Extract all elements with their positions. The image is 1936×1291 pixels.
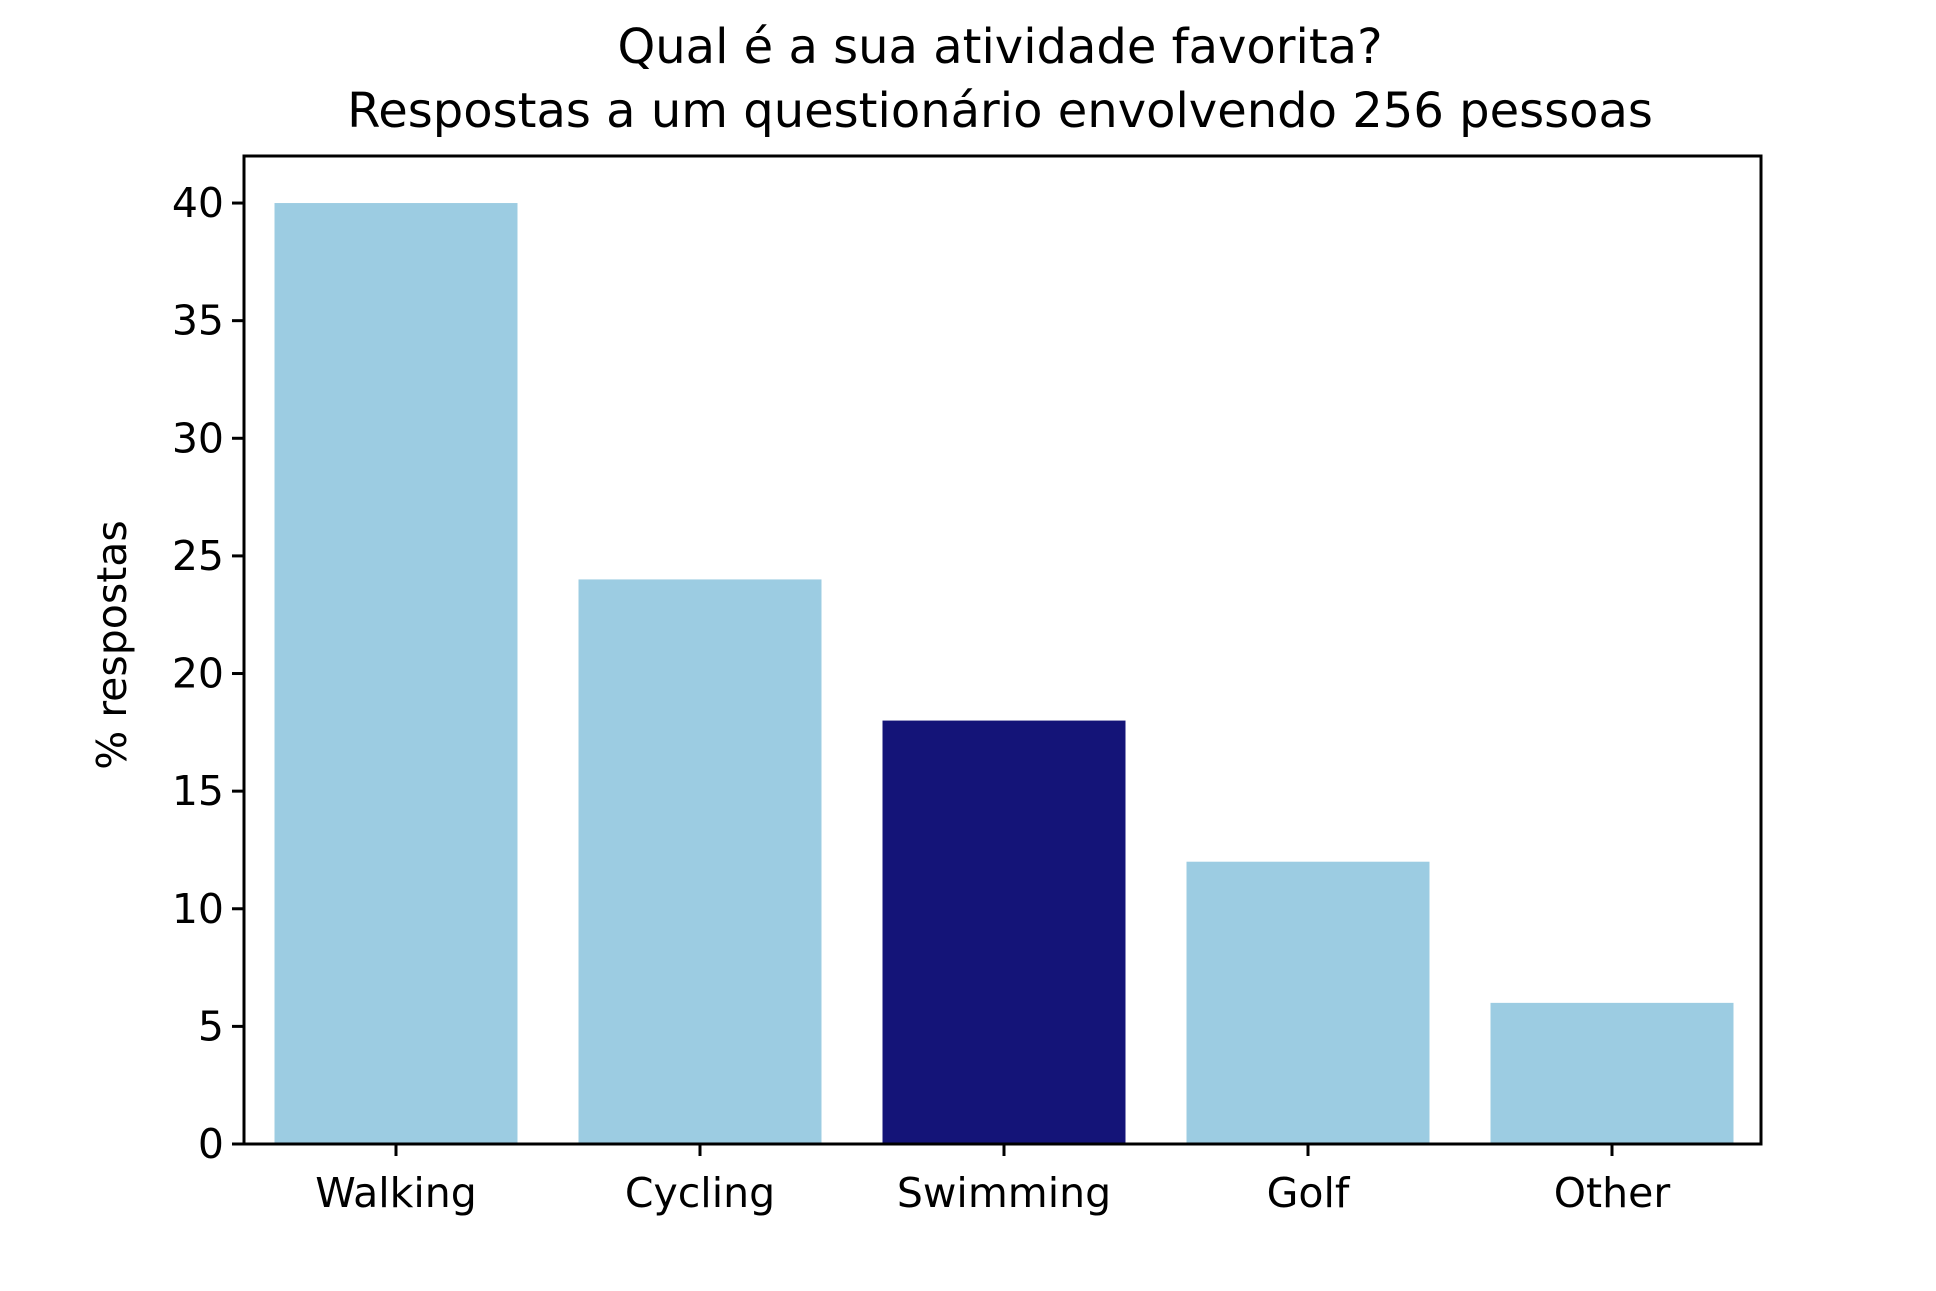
bars-layer xyxy=(274,203,1734,1145)
x-tick-label: Golf xyxy=(1267,1169,1351,1217)
bar-walking xyxy=(274,203,518,1145)
y-tick-label: 30 xyxy=(172,414,224,462)
y-tick-label: 5 xyxy=(198,1002,224,1050)
x-tick-label: Walking xyxy=(315,1169,477,1217)
chart-title: Qual é a sua atividade favorita? xyxy=(617,19,1382,75)
bar-cycling xyxy=(578,579,822,1144)
y-tick-label: 40 xyxy=(172,179,224,227)
y-tick-label: 10 xyxy=(172,885,224,933)
y-tick-label: 25 xyxy=(172,532,224,580)
x-tick-label: Swimming xyxy=(897,1169,1111,1217)
y-tick-label: 0 xyxy=(198,1120,224,1168)
x-tick-label: Other xyxy=(1554,1169,1671,1217)
axis-layer: Walking Cycling Swimming Golf Other 0 5 10 15 20 2… xyxy=(172,179,1671,1217)
y-tick-label: 20 xyxy=(172,650,224,698)
x-tick-label: Cycling xyxy=(625,1169,775,1217)
plot-frame xyxy=(242,154,1763,1146)
bar-other xyxy=(1490,1002,1734,1144)
bar-golf xyxy=(1186,861,1430,1144)
y-tick-label: 15 xyxy=(172,767,224,815)
y-tick-label: 35 xyxy=(172,297,224,345)
y-axis-label: % respostas xyxy=(88,520,136,770)
chart-subtitle: Respostas a um questionário envolvendo 2… xyxy=(347,83,1653,139)
bar-swimming xyxy=(882,720,1126,1144)
